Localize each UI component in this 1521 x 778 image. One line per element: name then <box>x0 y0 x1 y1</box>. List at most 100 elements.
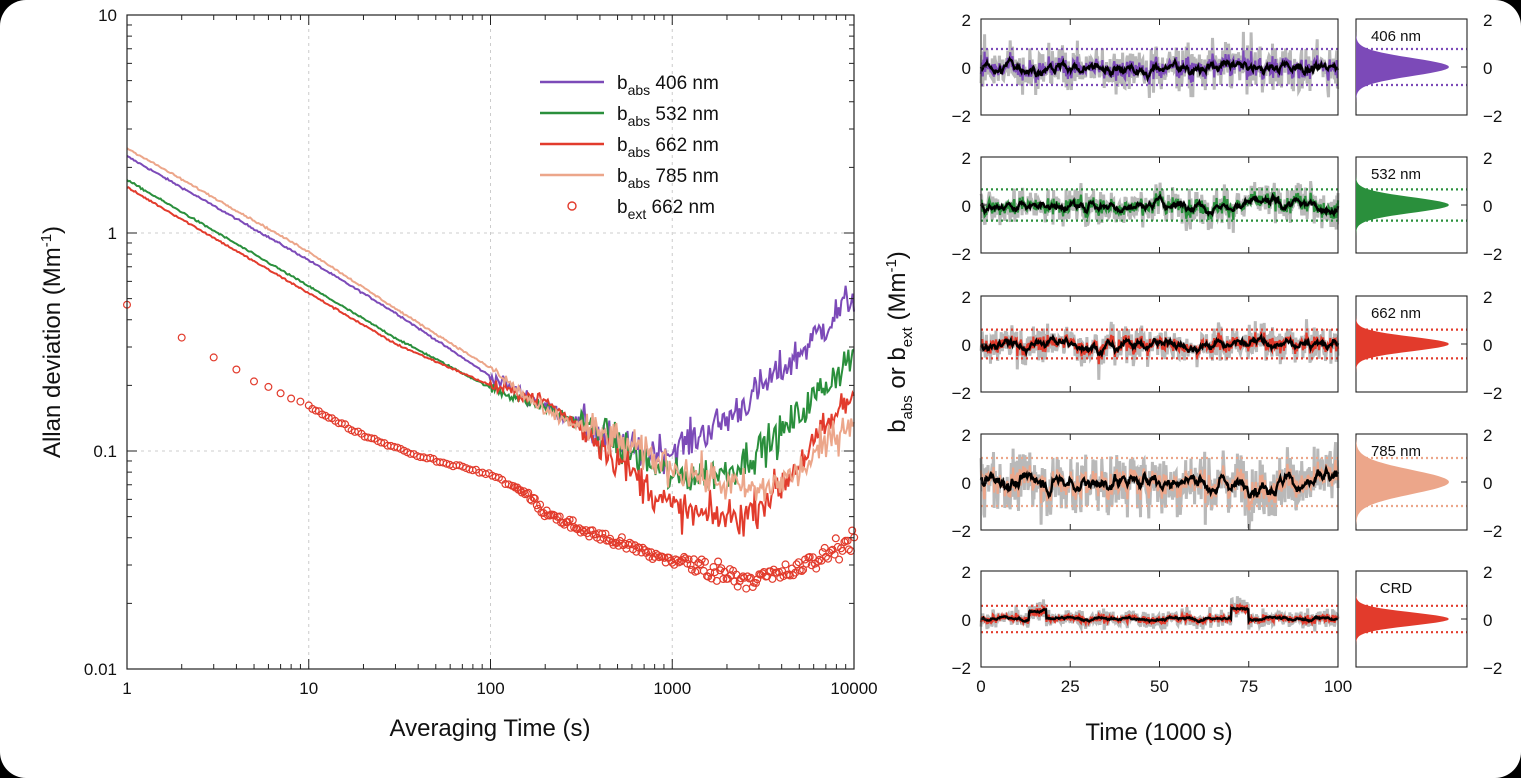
hist-y-tick-label: 0 <box>1483 611 1492 630</box>
allan-ext-marker <box>696 560 705 569</box>
panel-x-tick-label: 100 <box>1324 677 1352 696</box>
panel-histogram <box>1356 19 1449 115</box>
allan-ext-marker <box>781 560 790 569</box>
panel-label: 662 nm <box>1371 305 1421 322</box>
allan-ext-marker <box>706 568 715 577</box>
allan-series-line-0 <box>126 154 855 475</box>
allan-ext-marker <box>377 438 386 447</box>
hist-y-tick-label: −2 <box>1483 107 1502 126</box>
hist-y-tick-label: 2 <box>1483 426 1492 445</box>
panel-histogram <box>1356 296 1449 392</box>
panel-4: CRD −2 −2 0 0 2 2 0 25 50 75 100 <box>952 563 1503 696</box>
panel-mean-trace <box>981 605 1338 626</box>
legend-label-sub: ext <box>628 206 647 222</box>
panel-label: 406 nm <box>1371 28 1421 45</box>
allan-ext-marker <box>367 434 376 443</box>
allan-ext-marker <box>768 574 777 583</box>
legend-label-rest: 662 nm <box>646 197 715 218</box>
allan-ext-marker <box>311 406 320 415</box>
legend-marker <box>567 201 577 211</box>
hist-y-tick-label: 2 <box>1483 11 1492 30</box>
left-grid <box>127 15 854 669</box>
allan-ext-marker <box>751 578 760 587</box>
right-y-axis-label: babs or bext (Mm-1) <box>883 251 916 433</box>
panel-0: 406 nm −2 −2 0 0 2 2 <box>952 11 1503 126</box>
legend-label-sub: abs <box>628 113 651 129</box>
panel-x-tick-label: 75 <box>1239 677 1258 696</box>
allan-ext-marker <box>742 584 751 593</box>
left-x-axis-label: Averaging Time (s) <box>390 715 591 742</box>
panel-mean-trace <box>979 191 1340 218</box>
panel-y-tick-label: −2 <box>952 384 971 403</box>
panel-y-tick-label: 0 <box>962 611 971 630</box>
right-y-label-sub1: abs <box>899 395 916 419</box>
panel-x-tick-label: 50 <box>1150 677 1169 696</box>
allan-ext-marker <box>710 568 719 577</box>
allan-ext-marker <box>558 518 567 527</box>
allan-ext-marker <box>264 382 273 391</box>
time-series-panels: 406 nm −2 −2 0 0 2 2 532 nm −2 −2 0 0 2 2 662 nm −2 −2 0 0… <box>952 11 1503 696</box>
allan-ext-marker <box>296 397 305 406</box>
panel-mean-trace <box>980 332 1340 359</box>
allan-ext-marker <box>812 564 821 573</box>
panel-histogram <box>1356 157 1449 253</box>
panel-label: CRD <box>1380 580 1413 597</box>
panel-y-tick-label: 0 <box>962 474 971 493</box>
right-y-label-sub2: ext <box>899 326 916 347</box>
hist-y-tick-label: −2 <box>1483 522 1502 541</box>
legend-label-base: b <box>617 135 628 156</box>
hist-y-tick-label: 0 <box>1483 197 1492 216</box>
legend-label-rest: 532 nm <box>650 104 719 125</box>
panel-3: 785 nm −2 −2 0 0 2 2 <box>952 426 1503 541</box>
right-y-label-b1: b <box>884 419 911 432</box>
allan-ext-marker <box>209 353 218 362</box>
allan-ext-marker <box>250 377 259 386</box>
right-y-label-or: or b <box>884 347 911 395</box>
svg-text:babs or bext (Mm-1): babs or bext (Mm-1) <box>883 251 916 433</box>
allan-ext-marker <box>563 517 572 526</box>
right-y-label-sup: -1 <box>883 259 900 272</box>
left-y-axis-label: Allan deviation (Mm-1) <box>38 226 66 458</box>
panel-y-tick-label: 2 <box>962 149 971 168</box>
x-tick-label: 1000 <box>653 679 691 698</box>
allan-ext-marker <box>794 558 803 567</box>
allan-ext-marker <box>830 550 839 559</box>
hist-y-tick-label: 2 <box>1483 149 1492 168</box>
allan-ext-marker <box>799 565 808 574</box>
allan-ext-marker <box>324 413 333 422</box>
x-tick-label: 1 <box>122 679 131 698</box>
allan-ext-marker <box>681 554 690 563</box>
y-tick-label: 0.01 <box>84 660 117 679</box>
panel-y-tick-label: −2 <box>952 245 971 264</box>
left-series-group <box>122 147 859 593</box>
legend-label-rest: 785 nm <box>650 166 719 187</box>
legend-label-base: b <box>617 73 628 94</box>
panel-1: 532 nm −2 −2 0 0 2 2 <box>952 149 1503 264</box>
allan-ext-marker <box>820 543 829 552</box>
panel-y-tick-label: 0 <box>962 59 971 78</box>
allan-series-line-3 <box>126 147 855 502</box>
panel-y-tick-label: 2 <box>962 563 971 582</box>
hist-y-tick-label: 0 <box>1483 336 1492 355</box>
allan-ext-marker <box>522 489 531 498</box>
legend-label-base: b <box>617 104 628 125</box>
allan-ext-marker <box>733 582 742 591</box>
allan-ext-marker <box>774 567 783 576</box>
allan-ext-marker <box>818 548 827 557</box>
panel-y-tick-label: 0 <box>962 336 971 355</box>
allan-ext-marker <box>714 557 723 566</box>
legend-label: babs 532 nm <box>617 104 719 129</box>
panel-y-tick-label: −2 <box>952 107 971 126</box>
panel-x-tick-label: 25 <box>1061 677 1080 696</box>
panel-histogram <box>1356 571 1449 667</box>
right-x-axis-label: Time (1000 s) <box>1085 719 1232 746</box>
right-y-label-close: ) <box>884 251 911 259</box>
svg-text:Allan deviation (Mm-1): Allan deviation (Mm-1) <box>38 226 66 458</box>
legend-label-base: b <box>617 197 628 218</box>
allan-ext-marker <box>719 574 728 583</box>
allan-ext-marker <box>565 515 574 524</box>
panel-y-tick-label: −2 <box>952 522 971 541</box>
allan-ext-marker <box>709 562 718 571</box>
